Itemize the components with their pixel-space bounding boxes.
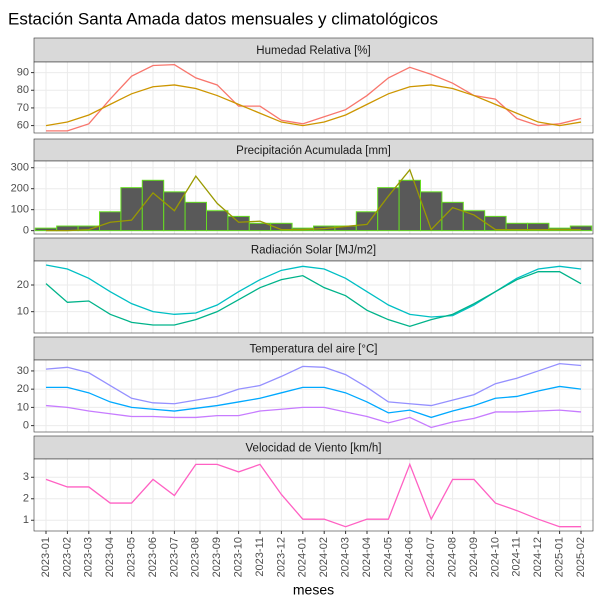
y-tick-label: 20 (17, 383, 29, 395)
line (45, 271, 582, 328)
x-tick-label: 2023-07 (168, 537, 180, 577)
x-tick-label: 2024-08 (447, 537, 459, 577)
x-tick-label: 2024-09 (468, 537, 480, 577)
x-tick-label: 2023-01 (40, 537, 52, 577)
y-tick-label: 0 (23, 225, 29, 237)
y-tick-label: 90 (17, 67, 29, 79)
x-tick-label: 2024-12 (532, 537, 544, 577)
line (46, 385, 582, 419)
line (45, 462, 581, 528)
bar (141, 179, 165, 232)
x-tick-label: 2023-09 (211, 537, 223, 577)
x-tick-label: 2024-04 (361, 537, 373, 577)
panel-title: Precipitación Acumulada [mm] (236, 145, 391, 157)
y-tick-label: 20 (17, 279, 29, 291)
y-tick-label: 200 (11, 183, 29, 195)
panel-border (33, 160, 594, 235)
panel-title: Radiación Solar [MJ/m2] (251, 245, 376, 257)
bar (484, 215, 507, 232)
x-tick-label: 2023-10 (233, 537, 245, 577)
line (46, 63, 582, 132)
y-tick-label: 80 (17, 84, 29, 96)
bar (184, 201, 208, 232)
line (45, 84, 582, 127)
x-tick-label: 2024-11 (511, 537, 523, 577)
bar (398, 179, 422, 232)
bar (441, 201, 464, 232)
y-tick-label: 70 (17, 102, 29, 114)
y-tick-label: 60 (17, 119, 29, 131)
plot-area (34, 261, 593, 333)
y-tick-label: 300 (11, 162, 29, 174)
x-tick-label: 2023-06 (147, 537, 159, 577)
x-tick-label: 2023-03 (83, 537, 95, 577)
y-tick-label: 0 (23, 420, 29, 432)
y-tick-label: 2 (23, 493, 29, 505)
bar (227, 215, 250, 232)
panel-border (33, 61, 594, 134)
bar (420, 191, 443, 232)
bar (270, 222, 293, 232)
bar (377, 187, 400, 232)
x-tick-label: 2024-05 (382, 537, 394, 577)
x-tick-label: 2024-06 (404, 537, 416, 577)
line (46, 168, 581, 232)
x-tick-label: 2024-10 (489, 537, 501, 577)
line (45, 362, 582, 407)
x-tick-label: 2023-12 (275, 537, 287, 577)
bar (120, 187, 143, 232)
y-tick-label: 30 (17, 365, 29, 377)
bar (569, 225, 593, 232)
y-tick-label: 1 (23, 514, 29, 526)
x-tick-label: 2023-04 (104, 537, 116, 577)
strip (33, 37, 594, 63)
x-tick-label: 2024-02 (318, 537, 330, 577)
chart-title: Estación Santa Amada datos mensuales y c… (8, 9, 438, 28)
bar (206, 210, 229, 232)
x-tick-label: 2024-07 (425, 537, 437, 577)
panel-border (33, 260, 594, 334)
x-tick-label: 2025-01 (554, 537, 566, 577)
line (45, 404, 582, 429)
plot-area (34, 62, 593, 133)
y-tick-label: 100 (11, 204, 29, 216)
x-axis-label: meses (293, 582, 334, 598)
y-tick-label: 3 (23, 471, 29, 483)
x-tick-label: 2024-01 (297, 537, 309, 577)
x-tick-label: 2023-11 (254, 537, 266, 577)
bar (527, 222, 550, 232)
y-tick-label: 10 (17, 401, 29, 413)
panel-title: Temperatura del aire [°C] (250, 344, 378, 356)
x-tick-label: 2023-05 (126, 537, 138, 577)
x-tick-label: 2024-03 (340, 537, 352, 577)
panel-border (33, 458, 594, 532)
panel-border (33, 359, 594, 433)
x-tick-label: 2025-02 (575, 537, 587, 577)
x-tick-label: 2023-02 (61, 537, 73, 577)
x-tick-label: 2023-08 (190, 537, 202, 577)
y-tick-label: 10 (17, 306, 29, 318)
panel-title: Velocidad de Viento [km/h] (246, 443, 382, 455)
panel-title: Humedad Relativa [%] (256, 45, 370, 57)
